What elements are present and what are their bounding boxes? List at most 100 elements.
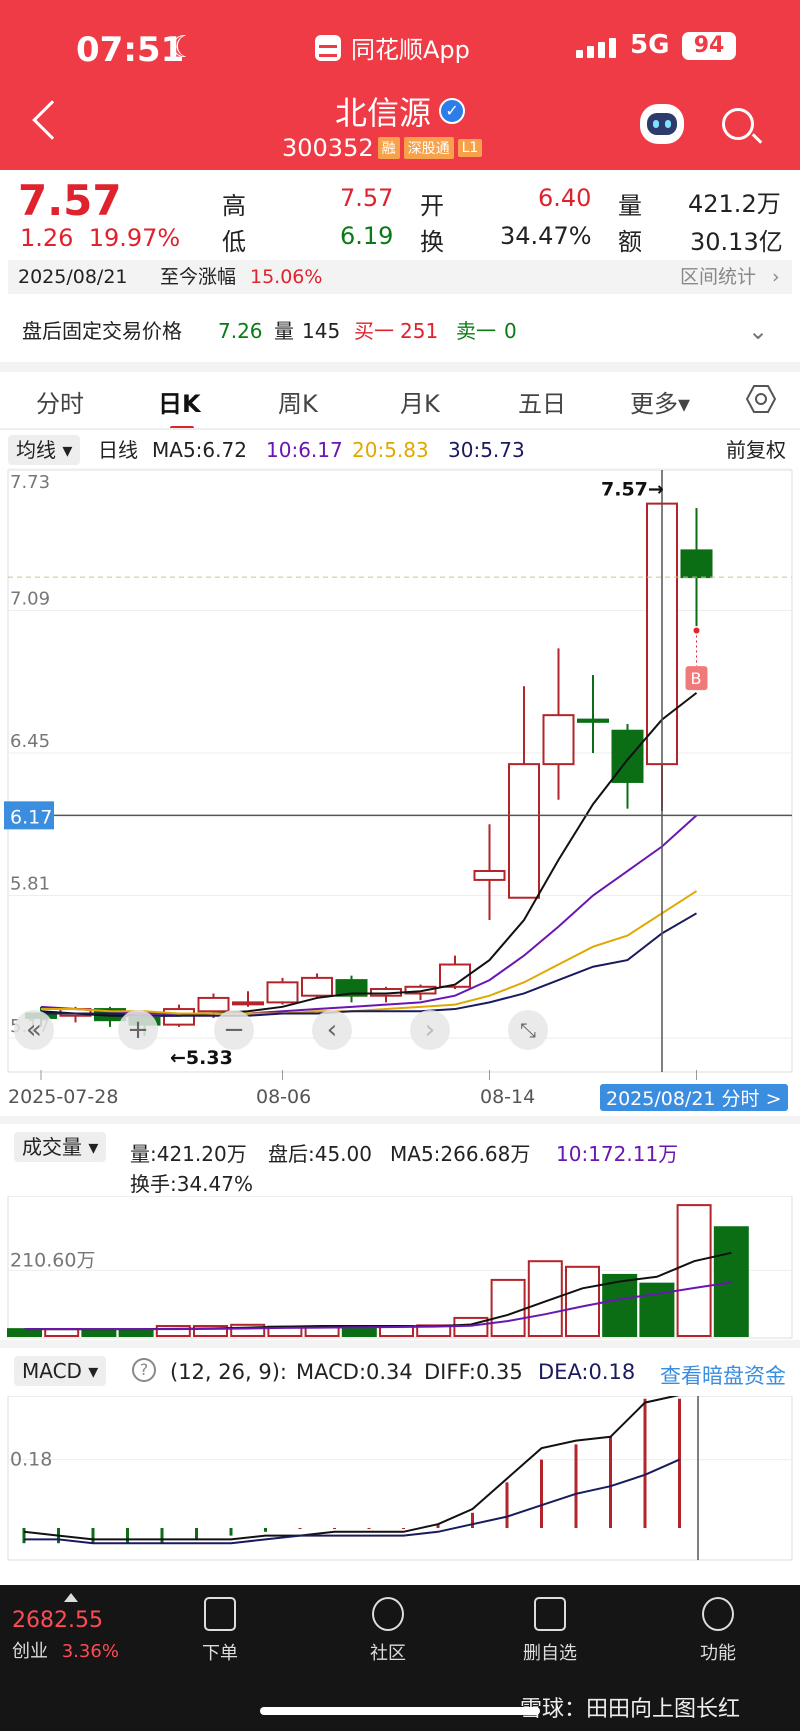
buy-marker-box xyxy=(685,666,708,691)
y-axis-label: 5.81 xyxy=(10,874,50,895)
dark-pool-link[interactable]: 查看暗盘资金 xyxy=(660,1364,786,1388)
volume-y-label: 210.60万 xyxy=(10,1249,95,1271)
home-indicator[interactable] xyxy=(260,1707,540,1715)
high-value: 7.57 xyxy=(340,184,394,212)
next-icon[interactable]: › xyxy=(410,1010,450,1050)
volume-legend: 成交量 ▾ 量:421.20万 盘后:45.00 MA5:266.68万 10:… xyxy=(0,1128,800,1196)
macd-chart[interactable]: 0.18 xyxy=(0,1396,800,1562)
candlestick-chart[interactable]: 7.737.096.455.815.17 6.177.57→←5.33B xyxy=(0,468,800,1108)
macd-selector[interactable]: MACD ▾ xyxy=(14,1356,107,1386)
divider xyxy=(0,428,800,430)
chevron-down-icon[interactable]: ⌄ xyxy=(748,317,769,345)
functions-button[interactable]: 功能 xyxy=(678,1597,758,1665)
index-name: 创业 xyxy=(12,1641,48,1662)
volume-bar xyxy=(230,1323,266,1338)
x-axis: 2025-07-28 08-06 08-14 2025/08/21 分时 > xyxy=(0,1084,800,1114)
back-arrow-icon[interactable] xyxy=(32,100,72,140)
candle-body xyxy=(473,870,506,881)
tab-more[interactable]: 更多▾ xyxy=(630,390,691,418)
since-label: 至今涨幅 xyxy=(160,266,237,288)
nav-bar: 北信源 ✓ 300352 融 深股通 L1 xyxy=(0,88,800,168)
divider xyxy=(0,1340,800,1348)
tab-intraday[interactable]: 分时 xyxy=(36,390,84,418)
ask-label: 卖一 xyxy=(456,319,496,343)
app-logo-icon xyxy=(315,34,341,61)
zoom-out-icon[interactable]: − xyxy=(214,1010,254,1050)
volume-chart[interactable]: 210.60万 xyxy=(0,1196,800,1340)
low-marker: ←5.33 xyxy=(170,1047,233,1069)
after-hours-row[interactable]: 盘后固定交易价格 7.26 量 145 买一 251 卖一 0 ⌄ xyxy=(0,300,800,362)
signal-icon xyxy=(576,38,616,58)
network-type: 5G xyxy=(630,30,670,60)
amount-label: 额 xyxy=(618,228,642,256)
turnover-value: 34.47% xyxy=(500,222,592,250)
status-app-label: 同花顺App xyxy=(351,36,470,64)
bid-label: 买一 xyxy=(354,319,394,343)
scroll-left-icon[interactable]: « xyxy=(14,1010,54,1050)
quote-panel: 7.57 1.26 19.97% 高 7.57 低 6.19 开 6.40 换 … xyxy=(0,170,800,260)
settings-hex-icon[interactable] xyxy=(746,384,776,414)
tag-margin: 融 xyxy=(377,137,400,159)
order-button[interactable]: 下单 xyxy=(180,1597,260,1665)
stock-code-row: 300352 融 深股通 L1 xyxy=(282,134,483,162)
volume-bar xyxy=(44,1328,80,1337)
bottom-toolbar: 2682.55 创业 3.36% 下单 社区 删自选 功能 雪球：田田向上图长红 xyxy=(0,1585,800,1731)
volume-bar xyxy=(490,1278,526,1337)
turnover-label: 换 xyxy=(420,228,444,256)
candle-body xyxy=(232,1001,264,1006)
amount-value: 30.13亿 xyxy=(690,228,783,256)
tab-monthly-k[interactable]: 月K xyxy=(400,390,440,418)
candle-body xyxy=(404,985,437,995)
watermark: 雪球：田田向上图长红 xyxy=(520,1697,741,1722)
fullscreen-icon[interactable]: ⤡ xyxy=(508,1010,548,1050)
tag-connect: 深股通 xyxy=(403,137,454,159)
macd-line xyxy=(24,1458,680,1545)
battery-icon: 94 xyxy=(682,32,736,60)
help-icon[interactable]: ? xyxy=(132,1358,156,1382)
dea-value: DEA:0.18 xyxy=(538,1360,636,1384)
tab-daily-k[interactable]: 日K xyxy=(158,384,201,430)
volume-selector[interactable]: 成交量 ▾ xyxy=(14,1132,107,1162)
volume-bar xyxy=(118,1328,154,1337)
ask-value: 0 xyxy=(504,319,517,343)
document-icon xyxy=(204,1597,236,1631)
y-axis-label: 7.73 xyxy=(10,472,50,493)
volume-text: 量:421.20万 xyxy=(130,1142,247,1166)
status-bar: 07:51 ☾ 同花顺App 5G 94 xyxy=(0,24,800,70)
stock-title: 北信源 ✓ xyxy=(335,88,466,134)
status-app-name: 同花顺App xyxy=(315,30,470,65)
adjust-mode[interactable]: 前复权 xyxy=(726,438,786,462)
after-hours-vol: 145 xyxy=(302,319,341,343)
index-ticker[interactable]: 2682.55 创业 3.36% xyxy=(12,1593,132,1663)
moon-icon: ☾ xyxy=(170,30,197,65)
ma10-value: 10:6.17 xyxy=(266,438,343,462)
macd-line xyxy=(23,1396,680,1541)
remove-watchlist-label: 删自选 xyxy=(523,1643,577,1664)
volume-bar xyxy=(527,1260,563,1337)
cursor-date-button[interactable]: 2025/08/21 分时 > xyxy=(600,1084,788,1111)
volume-bar xyxy=(7,1328,42,1337)
candle-body xyxy=(197,996,230,1013)
last-price: 7.57 xyxy=(18,176,122,225)
zoom-in-icon[interactable]: + xyxy=(118,1010,158,1050)
high-marker: 7.57→ xyxy=(601,479,664,501)
after-hours-price: 7.26 xyxy=(218,319,263,343)
index-change: 3.36% xyxy=(61,1641,119,1662)
indicator-selector[interactable]: 均线 ▾ xyxy=(8,435,81,465)
volume-bar xyxy=(713,1226,749,1338)
prev-icon[interactable]: ‹ xyxy=(312,1010,352,1050)
candle-body xyxy=(335,979,368,997)
tab-weekly-k[interactable]: 周K xyxy=(278,390,318,418)
open-value: 6.40 xyxy=(538,184,592,212)
community-button[interactable]: 社区 xyxy=(348,1597,428,1665)
search-icon[interactable] xyxy=(722,108,754,140)
period-label: 日线 xyxy=(98,438,138,462)
cursor-price-box xyxy=(4,801,54,830)
functions-label: 功能 xyxy=(700,1643,736,1664)
range-stats-link[interactable]: 区间统计 xyxy=(680,266,757,288)
remove-watchlist-button[interactable]: 删自选 xyxy=(510,1597,590,1665)
tab-five-day[interactable]: 五日 xyxy=(518,390,566,418)
y-axis-label: 7.09 xyxy=(10,589,50,610)
robot-assistant-icon[interactable] xyxy=(640,104,684,144)
app-header: 07:51 ☾ 同花顺App 5G 94 北信源 ✓ 300352 融 深股通 … xyxy=(0,0,800,170)
